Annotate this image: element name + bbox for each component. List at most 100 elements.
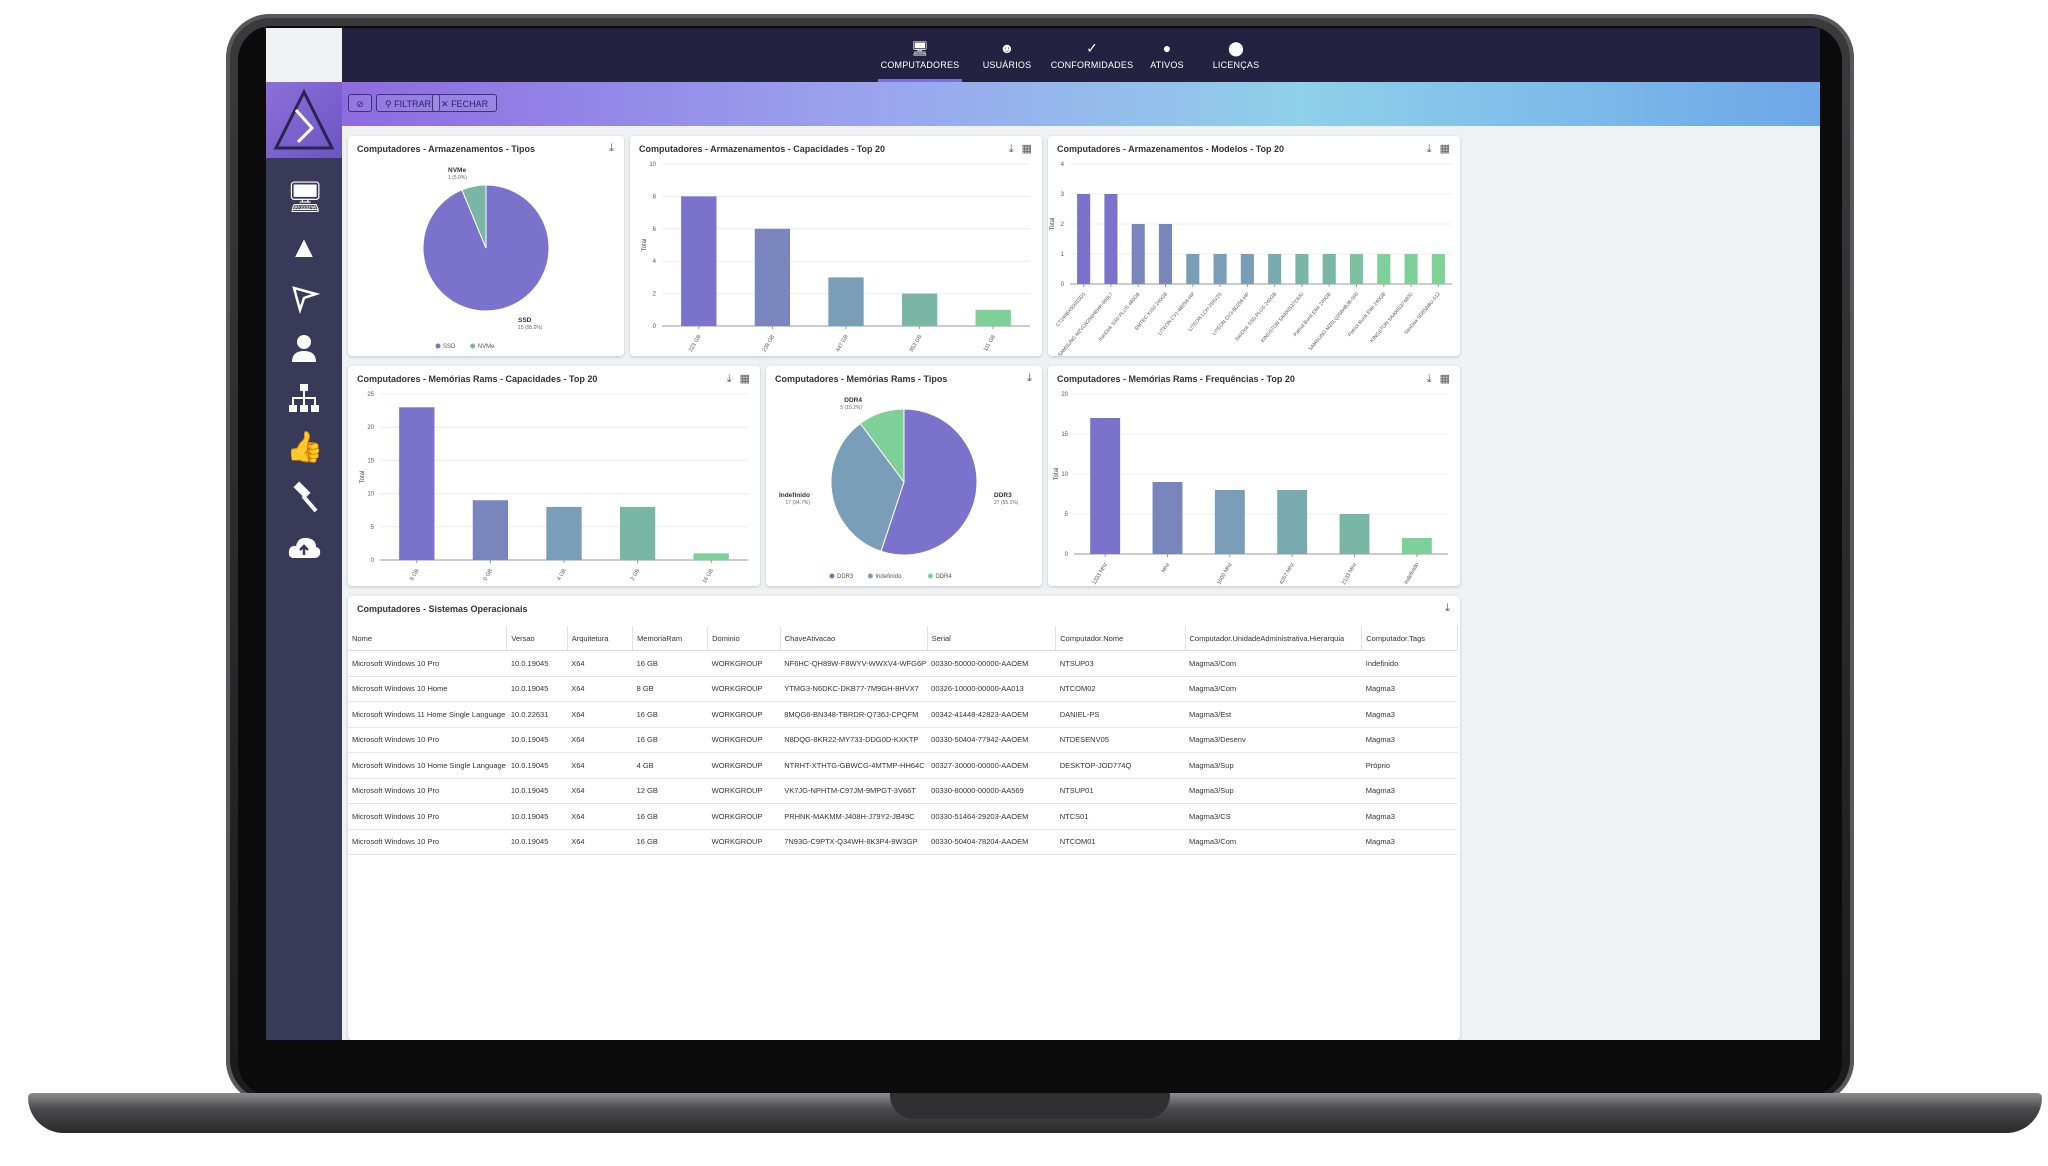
table-cell: 10.0.19045 bbox=[506, 778, 568, 804]
table-cell: WORKGROUP bbox=[707, 650, 781, 677]
app-logo[interactable] bbox=[266, 82, 342, 158]
table-cell: NF6HC-QH89W-F8WYV-WWXV4-WFG6P bbox=[780, 650, 928, 677]
table-cell: X64 bbox=[567, 803, 633, 830]
close-button[interactable]: ✕ FECHAR bbox=[432, 94, 498, 112]
tab-computadores[interactable]: 🖥 COMPUTADORES bbox=[878, 28, 962, 82]
tab-usuarios[interactable]: ☻ USUÁRIOS bbox=[972, 28, 1042, 82]
table-cell: NTRHT-XTHTG-GBWCG-4MTMP-HH64C bbox=[780, 752, 928, 779]
download-icon[interactable]: ⤓ bbox=[726, 373, 732, 385]
y-tick-label: 3 bbox=[1061, 192, 1065, 198]
column-header[interactable]: Computador.UnidadeAdministrativa.Hierarq… bbox=[1185, 626, 1363, 651]
card-storage-caps: Computadores - Armazenamentos - Capacida… bbox=[630, 136, 1042, 356]
column-header[interactable]: Arquitetura bbox=[567, 626, 634, 651]
search-icon: ⚲ bbox=[385, 99, 392, 109]
tab-ativos[interactable]: ● ATIVOS bbox=[1142, 28, 1192, 82]
check-circle-icon: ✓ bbox=[1086, 40, 1098, 56]
table-view-icon[interactable]: ▦ bbox=[739, 373, 750, 385]
y-tick-label: 10 bbox=[367, 492, 374, 498]
table-cell: Magma3 bbox=[1361, 778, 1458, 804]
arrow-cursor-icon[interactable] bbox=[286, 280, 322, 316]
download-icon[interactable]: ⤓ bbox=[1027, 372, 1032, 384]
download-icon[interactable]: ⤓ bbox=[1008, 143, 1014, 155]
y-tick-label: 20 bbox=[367, 425, 374, 431]
user-icon[interactable] bbox=[286, 330, 322, 366]
table-cell: 7N93G-C9PTX-Q34WH-8K3P4-9W3GP bbox=[780, 829, 928, 855]
x-tick-label: 1600 Mhz bbox=[1216, 562, 1233, 586]
table-cell: NTCOM01 bbox=[1055, 829, 1186, 855]
legend-label: NVMe bbox=[478, 344, 495, 350]
table-view-icon[interactable]: ▦ bbox=[1439, 373, 1450, 385]
column-header[interactable]: Computador.Tags bbox=[1361, 626, 1458, 651]
column-header[interactable]: MemoriaRam bbox=[632, 626, 709, 651]
table-cell: N8DQG-8KR22-MY733-DDG0D-KXKTP bbox=[780, 727, 928, 753]
mountain-icon[interactable]: ▲ bbox=[289, 231, 319, 264]
tab-licencas[interactable]: ⬤ LICENÇAS bbox=[1204, 28, 1268, 82]
card-title: Computadores - Sistemas Operacionais bbox=[357, 604, 528, 614]
table-cell: Microsoft Windows 10 Pro bbox=[348, 727, 507, 753]
bar bbox=[1186, 254, 1200, 284]
y-tick-label: 0 bbox=[1065, 552, 1069, 558]
table-row[interactable]: Microsoft Windows 10 Pro 10.0.19045 X64 16 … bbox=[348, 803, 1458, 830]
org-chart-icon[interactable] bbox=[286, 380, 322, 416]
legend-label: Indefinido bbox=[875, 574, 902, 580]
table-row[interactable]: Microsoft Windows 10 Pro 10.0.19045 X64 12 … bbox=[348, 778, 1458, 804]
legend-label: DDR4 bbox=[935, 574, 952, 580]
table-cell: Magma3/Desenv bbox=[1185, 727, 1362, 753]
bar bbox=[1077, 194, 1091, 284]
column-header[interactable]: Serial bbox=[927, 626, 1057, 651]
table-cell: Microsoft Windows 10 Pro bbox=[348, 650, 507, 677]
table-row[interactable]: Microsoft Windows 11 Home Single Languag… bbox=[348, 701, 1458, 728]
table-row[interactable]: Microsoft Windows 10 Pro 10.0.19045 X64 16 … bbox=[348, 829, 1458, 855]
x-tick-label: SAMSUNG MZ6LQ256HBJB-000 bbox=[1308, 291, 1361, 352]
table-cell: X64 bbox=[567, 701, 633, 728]
laptop-notch bbox=[890, 1093, 1170, 1119]
column-header[interactable]: Dominio bbox=[707, 626, 781, 651]
table-cell: WORKGROUP bbox=[707, 803, 781, 830]
y-axis-label: Total bbox=[642, 239, 648, 252]
table-cell: 10.0.19045 bbox=[506, 676, 568, 702]
table-row[interactable]: Microsoft Windows 10 Home Single Languag… bbox=[348, 752, 1458, 779]
column-header[interactable]: Nome bbox=[348, 626, 508, 651]
column-header[interactable]: Computador.Nome bbox=[1055, 626, 1186, 651]
hammer-icon[interactable] bbox=[286, 480, 322, 516]
table-header-row: Nome Versao Arquitetura MemoriaRam Dominio Ch… bbox=[348, 626, 1458, 651]
table-cell: NTSUP03 bbox=[1055, 650, 1186, 677]
filter-button[interactable]: ⚲ FILTRAR bbox=[376, 94, 440, 112]
bar bbox=[472, 500, 509, 560]
cancel-circle-icon: ⊘ bbox=[356, 99, 364, 109]
table-cell: X64 bbox=[567, 829, 633, 855]
table-cell: Magma3 bbox=[1361, 727, 1458, 753]
slice-label: DDR3 bbox=[994, 492, 1012, 499]
slice-label: SSD bbox=[518, 317, 532, 324]
table-cell: 8MQG6-BN348-TBRDR-Q736J-CPQFM bbox=[780, 701, 928, 728]
bar bbox=[754, 228, 791, 326]
table-view-icon[interactable]: ▦ bbox=[1021, 143, 1032, 155]
x-tick-label: 238 GB bbox=[762, 334, 777, 353]
download-icon[interactable]: ⤓ bbox=[609, 142, 614, 154]
download-icon[interactable]: ⤓ bbox=[1445, 602, 1450, 614]
table-cell: 00330-50000-00000-AAOEM bbox=[927, 650, 1056, 677]
clear-filter-button[interactable]: ⊘ bbox=[348, 94, 372, 112]
table-row[interactable]: Microsoft Windows 10 Home 10.0.19045 X64 8 … bbox=[348, 676, 1458, 702]
table-cell: VK7JG-NPHTM-C97JM-9MPGT-3V66T bbox=[780, 778, 928, 804]
column-header[interactable]: ChaveAtivacao bbox=[780, 626, 928, 651]
tab-conformidades[interactable]: ✓ CONFORMIDADES bbox=[1044, 28, 1140, 82]
monitor-icon[interactable]: 🖥 bbox=[286, 181, 325, 214]
table-cell: Indefinido bbox=[1361, 650, 1458, 677]
table-row[interactable]: Microsoft Windows 10 Pro 10.0.19045 X64 16 … bbox=[348, 650, 1458, 677]
column-header[interactable]: Versao bbox=[506, 626, 568, 651]
table-cell: X64 bbox=[567, 752, 633, 779]
cloud-upload-icon[interactable] bbox=[286, 530, 322, 566]
download-icon[interactable]: ⤓ bbox=[1426, 143, 1432, 155]
table-row[interactable]: Microsoft Windows 10 Pro 10.0.19045 X64 16 … bbox=[348, 727, 1458, 753]
y-tick-label: 2 bbox=[1061, 222, 1065, 228]
x-tick-label: 8 GB bbox=[409, 568, 421, 582]
thumbs-up-icon[interactable]: 👍 bbox=[286, 431, 324, 464]
download-icon[interactable]: ⤓ bbox=[1426, 373, 1432, 385]
chart-ram-freqs: 0 5 10 15 20 Total 1333 Mhz Mhz 1600 Mhz 4267 Mhz… bbox=[1054, 392, 1448, 586]
close-icon: ✕ bbox=[441, 99, 449, 109]
table-view-icon[interactable]: ▦ bbox=[1439, 143, 1450, 155]
card-title: Computadores - Memórias Rams - Tipos bbox=[775, 374, 948, 384]
